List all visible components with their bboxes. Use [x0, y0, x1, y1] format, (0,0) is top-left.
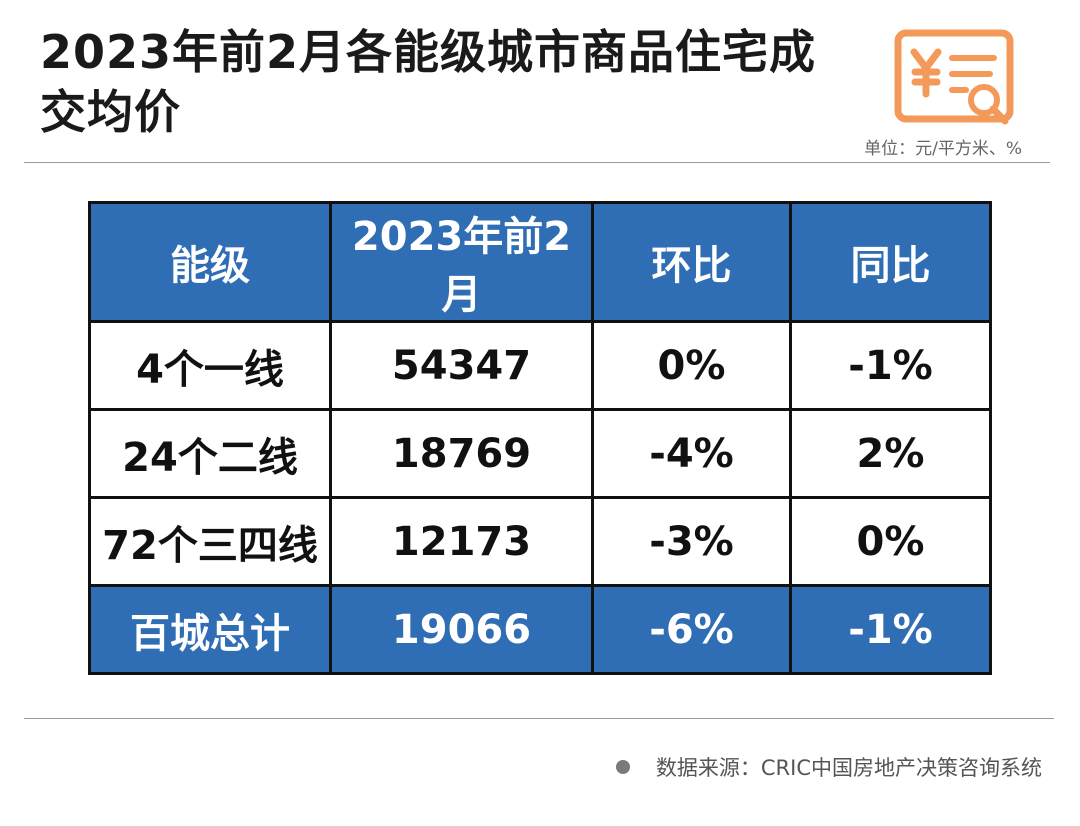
cell-yoy: -1%: [789, 320, 992, 411]
table-row: 24个二线 18769 -4% 2%: [88, 408, 992, 499]
cell-price: 18769: [329, 408, 594, 499]
price-table: 能级 2023年前2月 环比 同比 4个一线 54347 0% -1% 24个二…: [88, 201, 992, 675]
source-footer: 数据来源：CRIC中国房地产决策咨询系统: [615, 752, 1042, 782]
table-total-row: 百城总计 19066 -6% -1%: [88, 584, 992, 675]
cell-mom: -4%: [591, 408, 792, 499]
cell-mom: -3%: [591, 496, 792, 587]
cell-tier: 百城总计: [88, 584, 332, 675]
cell-mom: -6%: [591, 584, 792, 675]
top-divider: [24, 162, 1050, 163]
cell-tier: 24个二线: [88, 408, 332, 499]
cell-yoy: -1%: [789, 584, 992, 675]
cell-yoy: 2%: [789, 408, 992, 499]
cell-mom: 0%: [591, 320, 792, 411]
header-cell-yoy: 同比: [789, 201, 992, 323]
unit-label: 单位：元/平方米、%: [864, 139, 1022, 159]
cell-price: 19066: [329, 584, 594, 675]
cell-yoy: 0%: [789, 496, 992, 587]
page-title: 2023年前2月各能级城市商品住宅成交均价: [40, 25, 817, 139]
header-cell-tier: 能级: [88, 201, 332, 323]
bullet-dot-icon: [615, 760, 630, 774]
header-cell-price: 2023年前2月: [329, 201, 594, 323]
table-row: 72个三四线 12173 -3% 0%: [88, 496, 992, 587]
table-row: 4个一线 54347 0% -1%: [88, 320, 992, 411]
cell-tier: 72个三四线: [88, 496, 332, 587]
cell-price: 12173: [329, 496, 594, 587]
source-text: 数据来源：CRIC中国房地产决策咨询系统: [655, 756, 1042, 780]
header-cell-mom: 环比: [591, 201, 792, 323]
yuan-receipt-search-icon: [894, 29, 1014, 125]
table-header-row: 能级 2023年前2月 环比 同比: [88, 201, 992, 323]
bottom-divider: [24, 718, 1054, 719]
cell-tier: 4个一线: [88, 320, 332, 411]
cell-price: 54347: [329, 320, 594, 411]
